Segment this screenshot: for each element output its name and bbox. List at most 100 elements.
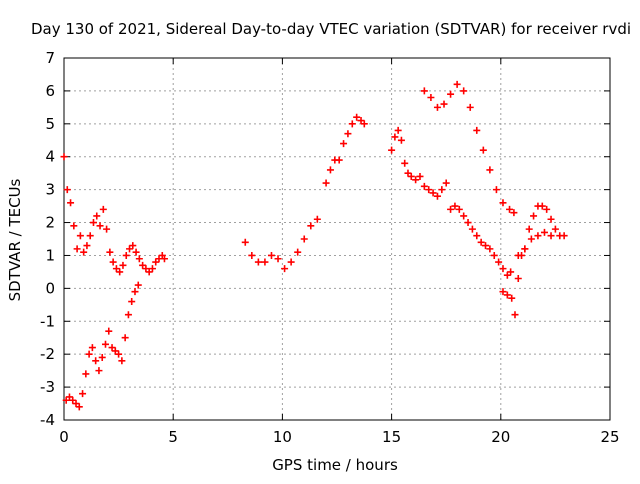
x-tick-label: 15 bbox=[382, 428, 401, 446]
y-tick-label: 7 bbox=[45, 49, 55, 67]
data-point bbox=[538, 202, 546, 210]
data-point bbox=[490, 251, 498, 259]
y-tick-label: 6 bbox=[45, 82, 55, 100]
data-point bbox=[499, 288, 507, 296]
data-point bbox=[111, 347, 119, 355]
data-point bbox=[511, 311, 519, 319]
data-point bbox=[75, 403, 83, 411]
data-point bbox=[503, 291, 511, 299]
data-point bbox=[499, 199, 507, 207]
data-point bbox=[521, 245, 529, 253]
data-point bbox=[433, 192, 441, 200]
data-point bbox=[357, 117, 365, 125]
x-tick-label: 20 bbox=[491, 428, 510, 446]
tick-layer: 0 5 10 15 20 25 -4 -3 -2 -1 0 1 2 3 4 5 6 7 bbox=[40, 49, 620, 446]
data-point bbox=[96, 222, 104, 230]
data-point bbox=[122, 251, 130, 259]
data-point bbox=[70, 222, 78, 230]
data-point bbox=[60, 153, 68, 161]
data-point bbox=[460, 212, 468, 220]
data-point bbox=[460, 87, 468, 95]
data-point bbox=[83, 242, 91, 250]
y-tick-label: 2 bbox=[45, 214, 55, 232]
data-point bbox=[65, 393, 73, 401]
data-point bbox=[534, 232, 542, 240]
data-point bbox=[142, 265, 150, 273]
data-point bbox=[514, 274, 522, 282]
data-point bbox=[388, 146, 396, 154]
y-tick-label: 3 bbox=[45, 181, 55, 199]
data-point bbox=[101, 340, 109, 348]
data-point bbox=[547, 232, 555, 240]
data-point bbox=[473, 232, 481, 240]
data-point bbox=[442, 179, 450, 187]
data-point bbox=[499, 265, 507, 273]
data-point bbox=[118, 357, 126, 365]
data-point bbox=[416, 172, 424, 180]
data-point bbox=[79, 390, 87, 398]
data-point bbox=[466, 103, 474, 111]
data-point bbox=[98, 353, 106, 361]
data-point bbox=[281, 265, 289, 273]
y-tick-label: 0 bbox=[45, 279, 55, 297]
data-point bbox=[543, 205, 551, 213]
data-point bbox=[438, 186, 446, 194]
data-point bbox=[455, 205, 463, 213]
data-point bbox=[429, 189, 437, 197]
data-point bbox=[397, 136, 405, 144]
data-point bbox=[82, 370, 90, 378]
data-point bbox=[510, 209, 518, 217]
data-point bbox=[353, 113, 361, 121]
data-point bbox=[261, 258, 269, 266]
data-point bbox=[105, 327, 113, 335]
plot-frame bbox=[63, 57, 611, 421]
data-point bbox=[119, 261, 127, 269]
data-point bbox=[85, 350, 93, 358]
data-point bbox=[300, 235, 308, 243]
data-point bbox=[92, 357, 100, 365]
data-point bbox=[407, 172, 415, 180]
data-point bbox=[486, 245, 494, 253]
x-axis-label: GPS time / hours bbox=[272, 456, 398, 474]
data-point bbox=[135, 255, 143, 263]
data-point bbox=[93, 212, 101, 220]
data-point bbox=[254, 258, 262, 266]
y-tick-label: -2 bbox=[40, 345, 55, 363]
data-point bbox=[447, 205, 455, 213]
data-point bbox=[88, 344, 96, 352]
data-point bbox=[106, 248, 114, 256]
y-tick-label: 5 bbox=[45, 115, 55, 133]
data-point bbox=[447, 90, 455, 98]
data-point bbox=[76, 232, 84, 240]
data-point bbox=[527, 235, 535, 243]
data-point bbox=[420, 87, 428, 95]
data-point bbox=[495, 258, 503, 266]
data-point bbox=[425, 186, 433, 194]
data-point bbox=[322, 179, 330, 187]
data-point bbox=[560, 232, 568, 240]
data-point bbox=[248, 251, 256, 259]
data-point bbox=[132, 248, 140, 256]
data-point bbox=[508, 294, 516, 302]
data-point bbox=[451, 202, 459, 210]
data-point bbox=[103, 225, 111, 233]
data-point bbox=[412, 176, 420, 184]
data-point bbox=[464, 219, 472, 227]
y-tick-label: 4 bbox=[45, 148, 55, 166]
data-point bbox=[115, 350, 123, 358]
data-point bbox=[486, 166, 494, 174]
data-point bbox=[86, 232, 94, 240]
data-point bbox=[404, 169, 412, 177]
data-point bbox=[360, 120, 368, 128]
data-point bbox=[344, 130, 352, 138]
data-point bbox=[506, 205, 514, 213]
data-point bbox=[287, 258, 295, 266]
data-point bbox=[139, 261, 147, 269]
data-point bbox=[160, 255, 168, 263]
data-point bbox=[326, 166, 334, 174]
x-tick-label: 25 bbox=[600, 428, 619, 446]
data-point bbox=[267, 251, 275, 259]
data-point bbox=[108, 344, 116, 352]
